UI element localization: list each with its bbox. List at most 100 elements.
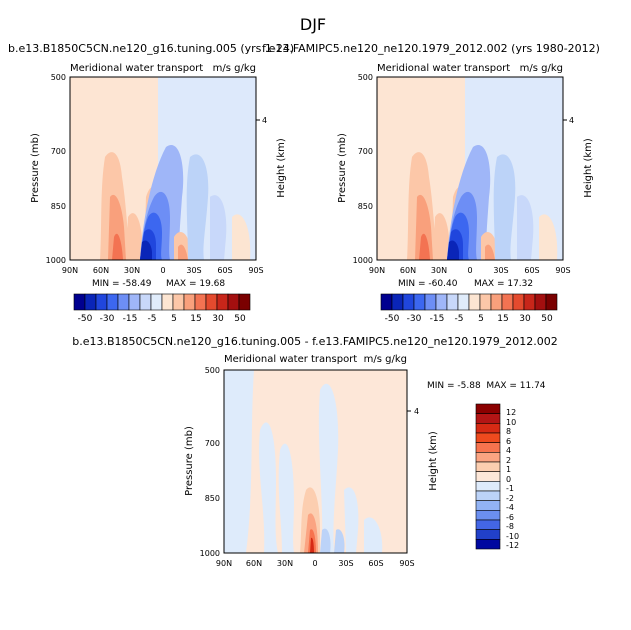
cbar2-label: 5 — [478, 314, 484, 324]
panel-1-ylabel: Pressure (mb) — [30, 133, 41, 203]
colorbar-swatch — [216, 293, 229, 311]
colorbar-swatch — [545, 293, 558, 311]
colorbar-swatch — [227, 293, 240, 311]
panel-2-max: MAX = 17.32 — [474, 279, 533, 289]
colorbar-swatch — [479, 293, 492, 311]
colorbar-swatch — [475, 529, 501, 540]
panel-3-y2tick: 4 — [414, 407, 419, 416]
panel-2-xtick: 90N — [369, 266, 385, 275]
cbar2-label: 15 — [497, 314, 508, 324]
colorbar-swatch — [475, 519, 501, 530]
colorbar-swatch — [475, 452, 501, 463]
colorbar-swatch — [161, 293, 174, 311]
colorbar-swatch — [490, 293, 503, 311]
panel-3-y2label: Height (km) — [428, 431, 439, 491]
panel-2-title: Meridional water transport — [377, 63, 510, 74]
panel-3: b.e13.B1850C5CN.ne120_g16.tuning.005 - f… — [72, 335, 557, 568]
panel-2-xtick: 60S — [524, 266, 539, 275]
cbar3-label: -10 — [506, 532, 519, 541]
colorbar-swatch — [183, 293, 196, 311]
panel-3-colorbar-labels: 12 10 8 6 4 2 1 0 -1 -2 -4 -6 -8 -10 -12 — [506, 408, 519, 550]
cbar3-label: -2 — [506, 494, 514, 503]
panel-2-units: m/s g/kg — [520, 63, 563, 74]
panel-2-case-title: f.e13.FAMIPC5.ne120_ne120.1979_2012.002 … — [262, 42, 600, 55]
panel-3-minmax: MIN = -5.88 MAX = 11.74 — [427, 381, 546, 391]
cbar3-label: 2 — [506, 456, 511, 465]
panel-3-xtick: 30N — [277, 559, 293, 568]
panel-1-case-title: b.e13.B1850C5CN.ne120_g16.tuning.005 (yr… — [8, 42, 294, 55]
panel-3-xtick: 60S — [368, 559, 383, 568]
cbar2-label: -5 — [455, 314, 464, 324]
colorbar-swatch — [128, 293, 141, 311]
cbar1-label: 50 — [234, 314, 246, 324]
panel-1-xtick: 60S — [217, 266, 232, 275]
panel-1-ytick: 850 — [51, 202, 66, 211]
colorbar-swatch — [475, 413, 501, 424]
panel-3-ytick: 700 — [205, 439, 220, 448]
panel-1-xtick: 90N — [62, 266, 78, 275]
colorbar-swatch — [95, 293, 108, 311]
colorbar-swatch — [380, 293, 393, 311]
panel-3-units: m/s g/kg — [364, 354, 407, 365]
panel-2-ylabel: Pressure (mb) — [337, 133, 348, 203]
panel-2-y2tick: 4 — [569, 116, 574, 125]
panel-2-ytick: 500 — [358, 73, 373, 82]
panel-2: f.e13.FAMIPC5.ne120_ne120.1979_2012.002 … — [262, 40, 631, 324]
panel-2-colorbar-labels: -50 -30 -15 -5 5 15 30 50 — [385, 314, 553, 324]
panel-3-colorbar — [475, 403, 501, 550]
panel-2-ytick: 1000 — [353, 256, 373, 265]
cbar1-label: -30 — [100, 314, 115, 324]
panel-2-xtick: 30N — [431, 266, 447, 275]
panel-3-ylabel: Pressure (mb) — [184, 426, 195, 496]
panel-2-ytick: 700 — [358, 147, 373, 156]
colorbar-swatch — [475, 403, 501, 414]
panel-1-max: MAX = 19.68 — [166, 279, 225, 289]
colorbar-swatch — [475, 481, 501, 492]
cbar2-label: 30 — [519, 314, 531, 324]
colorbar-swatch — [468, 293, 481, 311]
colorbar-swatch — [139, 293, 152, 311]
cbar1-label: 30 — [212, 314, 224, 324]
panel-1-xtick: 60N — [93, 266, 109, 275]
panel-2-ytick: 850 — [358, 202, 373, 211]
colorbar-swatch — [475, 442, 501, 453]
cbar2-label: -50 — [385, 314, 400, 324]
panel-1-colorbar — [73, 293, 251, 311]
cbar1-label: -15 — [123, 314, 138, 324]
colorbar-swatch — [150, 293, 163, 311]
panel-1-min: MIN = -58.49 — [92, 279, 152, 289]
cbar3-label: 4 — [506, 446, 511, 455]
figure-title: DJF — [300, 15, 326, 34]
panel-2-colorbar — [380, 293, 558, 311]
cbar3-label: -1 — [506, 484, 514, 493]
panel-3-xtick: 30S — [338, 559, 353, 568]
colorbar-swatch — [391, 293, 404, 311]
colorbar-swatch — [446, 293, 459, 311]
panel-1-xtick: 0 — [160, 266, 165, 275]
colorbar-swatch — [475, 500, 501, 511]
cbar3-label: -4 — [506, 503, 514, 512]
panel-3-xtick: 0 — [312, 559, 317, 568]
panel-1-ytick: 700 — [51, 147, 66, 156]
colorbar-swatch — [475, 510, 501, 521]
panel-3-title: Meridional water transport — [224, 354, 357, 365]
panel-2-xtick: 0 — [467, 266, 472, 275]
colorbar-swatch — [205, 293, 218, 311]
panel-2-y2label: Height (km) — [583, 138, 594, 198]
colorbar-swatch — [512, 293, 525, 311]
colorbar-swatch — [117, 293, 130, 311]
colorbar-swatch — [475, 423, 501, 434]
cbar3-label: -12 — [506, 541, 519, 550]
panel-1-xtick: 30S — [186, 266, 201, 275]
panel-1-ytick: 500 — [51, 73, 66, 82]
panel-1-xtick: 90S — [248, 266, 263, 275]
panel-2-xtick: 30S — [493, 266, 508, 275]
panel-3-ytick: 500 — [205, 366, 220, 375]
panel-2-min: MIN = -60.40 — [398, 279, 458, 289]
cbar3-label: 1 — [506, 465, 511, 474]
colorbar-swatch — [413, 293, 426, 311]
cbar2-label: 50 — [541, 314, 553, 324]
colorbar-swatch — [475, 490, 501, 501]
colorbar-swatch — [475, 461, 501, 472]
